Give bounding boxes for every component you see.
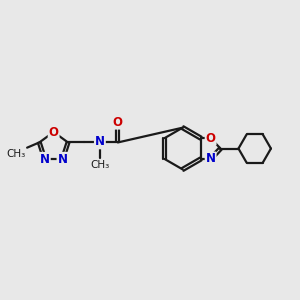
Text: CH₃: CH₃ (90, 160, 110, 170)
Text: O: O (206, 132, 216, 145)
Text: N: N (40, 153, 50, 166)
Text: N: N (206, 152, 216, 166)
Text: O: O (49, 125, 58, 139)
Text: O: O (113, 116, 123, 129)
Text: CH₃: CH₃ (6, 149, 26, 159)
Text: N: N (95, 135, 105, 148)
Text: N: N (58, 153, 68, 166)
